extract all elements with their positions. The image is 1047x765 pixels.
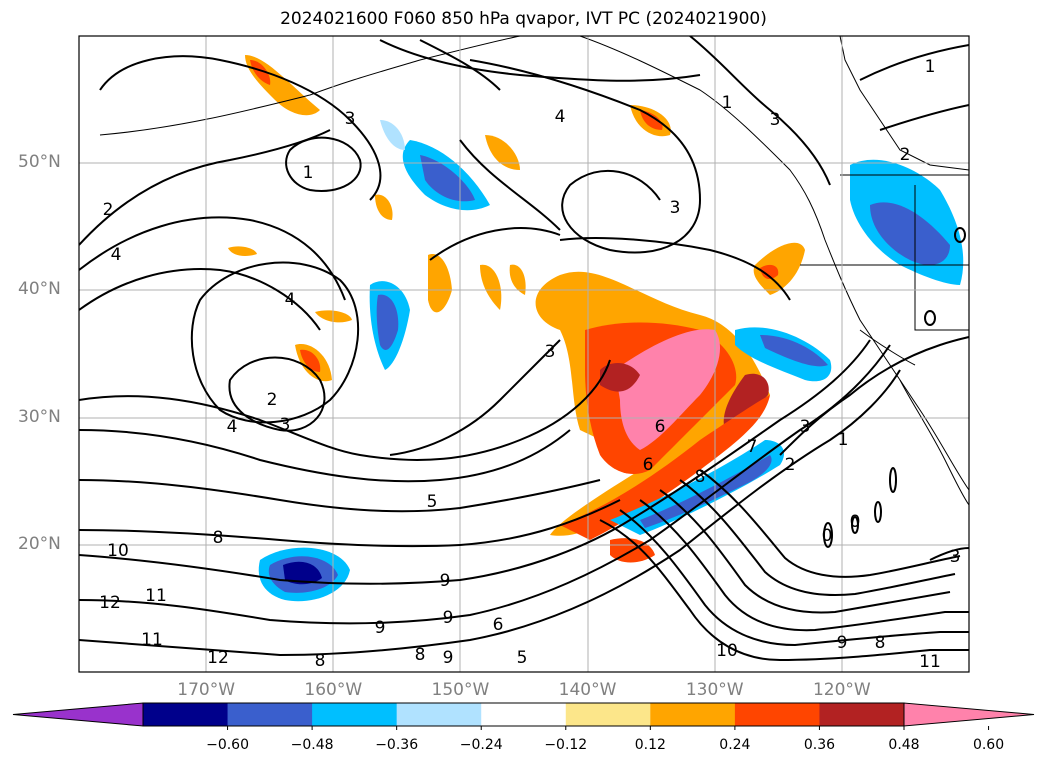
- lon-label: 120°W: [812, 680, 871, 700]
- contour-label: 3: [670, 198, 681, 218]
- subtropical-negative-core: [640, 455, 772, 528]
- colorbar-segment: [650, 703, 736, 726]
- contour-label: 9: [837, 633, 848, 653]
- contour-label: 5: [427, 492, 438, 512]
- map-frame: [78, 35, 970, 673]
- colorbar-segment: [396, 703, 482, 726]
- contour-label: 11: [919, 652, 941, 672]
- contour-label: 3: [770, 110, 781, 130]
- colorbar-segment: [227, 703, 313, 726]
- colorbar-tick-label: −0.60: [206, 737, 249, 753]
- lat-label: 30°N: [18, 406, 61, 427]
- brick-core: [600, 363, 640, 392]
- contour-label: 5: [517, 648, 528, 668]
- contour-label: 1: [722, 93, 733, 113]
- contour-label: 4: [111, 245, 122, 265]
- contour-label: 11: [145, 586, 167, 606]
- contour-label: 9: [443, 608, 454, 628]
- colorbar-tick-label: −0.24: [459, 737, 503, 753]
- contour-label: 8: [213, 528, 224, 548]
- page-title: 2024021600 F060 850 hPa qvapor, IVT PC (…: [280, 9, 767, 29]
- strong-positive-core: [615, 329, 720, 450]
- colorbar-segment: [312, 703, 398, 726]
- colorbar-segment: [565, 703, 651, 726]
- lon-label: 130°W: [685, 680, 744, 700]
- colorbar: [12, 702, 1035, 730]
- brick-core-2: [723, 373, 769, 430]
- colorbar-tick-label: −0.12: [544, 737, 588, 753]
- map-panel: [79, 36, 969, 672]
- contour-label: 1: [838, 430, 849, 450]
- colorbar-segment: [819, 703, 905, 726]
- contour-label: 12: [99, 593, 121, 613]
- colorbar-tick-label: −0.48: [290, 737, 334, 753]
- colorbar-segment: [481, 703, 567, 726]
- contour-label: 8: [875, 633, 886, 653]
- lat-label: 40°N: [18, 279, 61, 300]
- colorbar-segment: [143, 703, 229, 726]
- contour-label: 2: [785, 455, 796, 475]
- contour-label: 3: [800, 417, 811, 437]
- contour-label: 9: [443, 648, 454, 668]
- contour-label: 1: [925, 57, 936, 77]
- contour-label: 8: [315, 651, 326, 671]
- contour-label: 10: [716, 641, 738, 661]
- lat-label: 20°N: [18, 533, 61, 554]
- contour-label: 3: [545, 342, 556, 362]
- contour-label: 2: [900, 145, 911, 165]
- contour-label: 1: [303, 163, 314, 183]
- contour-label: 10: [107, 541, 129, 561]
- colorbar-segment: [734, 703, 820, 726]
- contour-label: 12: [207, 648, 229, 668]
- contour-label: 7: [747, 437, 758, 457]
- lat-label: 50°N: [18, 152, 61, 173]
- contour-label: 2: [103, 200, 114, 220]
- small-contour-blobs: [823, 227, 966, 548]
- lon-label: 150°W: [431, 680, 490, 700]
- contour-label: 4: [227, 417, 238, 437]
- anomaly-shading: [228, 55, 964, 602]
- contour-label: 2: [267, 390, 278, 410]
- colorbar-tick-label: 0.60: [972, 737, 1005, 753]
- contour-label: 3: [345, 109, 356, 129]
- colorbar-tick-label: 0.36: [803, 737, 836, 753]
- contour-label: 9: [375, 618, 386, 638]
- contour-label: 6: [655, 417, 666, 437]
- contour-label: 11: [141, 630, 163, 650]
- contour-label: 3: [280, 415, 291, 435]
- lon-label: 170°W: [177, 680, 236, 700]
- contour-label: 6: [643, 455, 654, 475]
- contour-label: 4: [555, 107, 566, 127]
- colorbar-tick-label: 0.24: [719, 737, 751, 753]
- contour-label: 8: [695, 467, 706, 487]
- colorbar-extend-low: [12, 702, 144, 727]
- contour-label: 8: [415, 645, 426, 665]
- contour-label: 0: [850, 512, 861, 532]
- contour-label: 4: [285, 290, 296, 310]
- colorbar-extend-high: [903, 702, 1035, 727]
- lon-label: 160°W: [304, 680, 363, 700]
- coastlines: [99, 36, 969, 506]
- contour-label: 6: [493, 615, 504, 635]
- graticule: [79, 36, 969, 672]
- lon-label: 140°W: [558, 680, 617, 700]
- colorbar-tick-label: 0.12: [634, 737, 666, 753]
- ivt-contours: [79, 36, 969, 662]
- contour-label: 0: [822, 526, 833, 546]
- colorbar-tick-label: −0.36: [375, 737, 419, 753]
- contour-label: 3: [950, 547, 961, 567]
- contour-label: 9: [440, 571, 451, 591]
- colorbar-frame: [142, 702, 905, 727]
- colorbar-tick-label: 0.48: [888, 737, 920, 753]
